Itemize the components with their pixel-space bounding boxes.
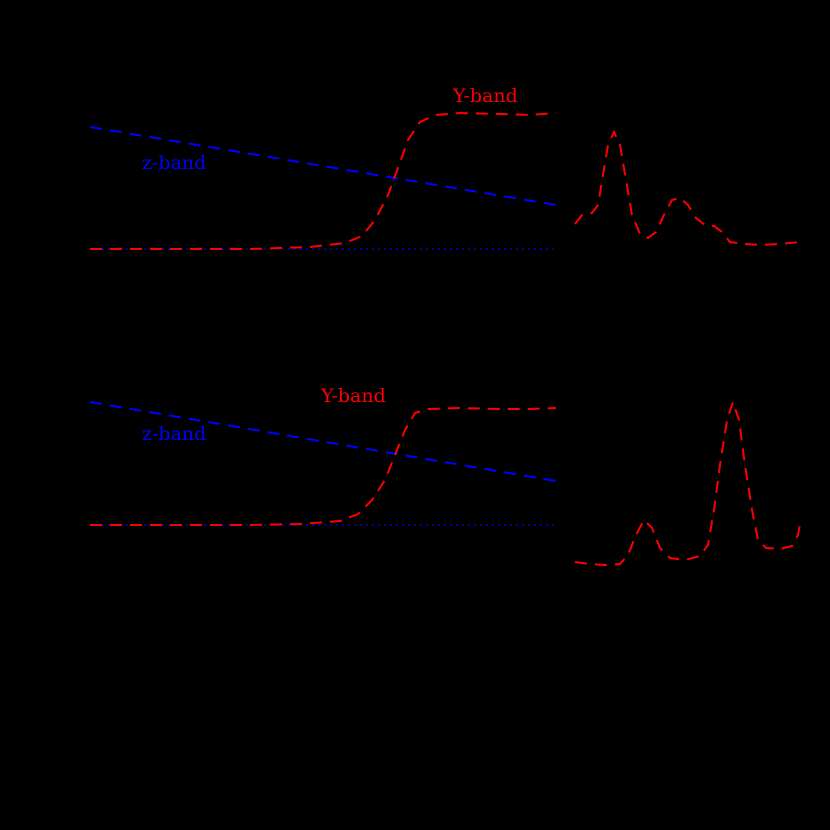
panel-bottom-left: Y-band z-band (89, 385, 557, 526)
y-band-label: Y-band (320, 385, 386, 407)
z-band-label: z-band (142, 423, 206, 445)
y-band-curve (574, 129, 801, 247)
y-band-curve (90, 111, 557, 250)
y-band-curve (574, 398, 801, 567)
panel-bottom-right (574, 398, 801, 567)
y-band-curve (90, 406, 557, 526)
panel-top-left: Y-band z-band (89, 85, 557, 250)
panel-top-right (574, 129, 801, 247)
z-band-label: z-band (142, 152, 206, 174)
y-band-label: Y-band (452, 85, 518, 107)
